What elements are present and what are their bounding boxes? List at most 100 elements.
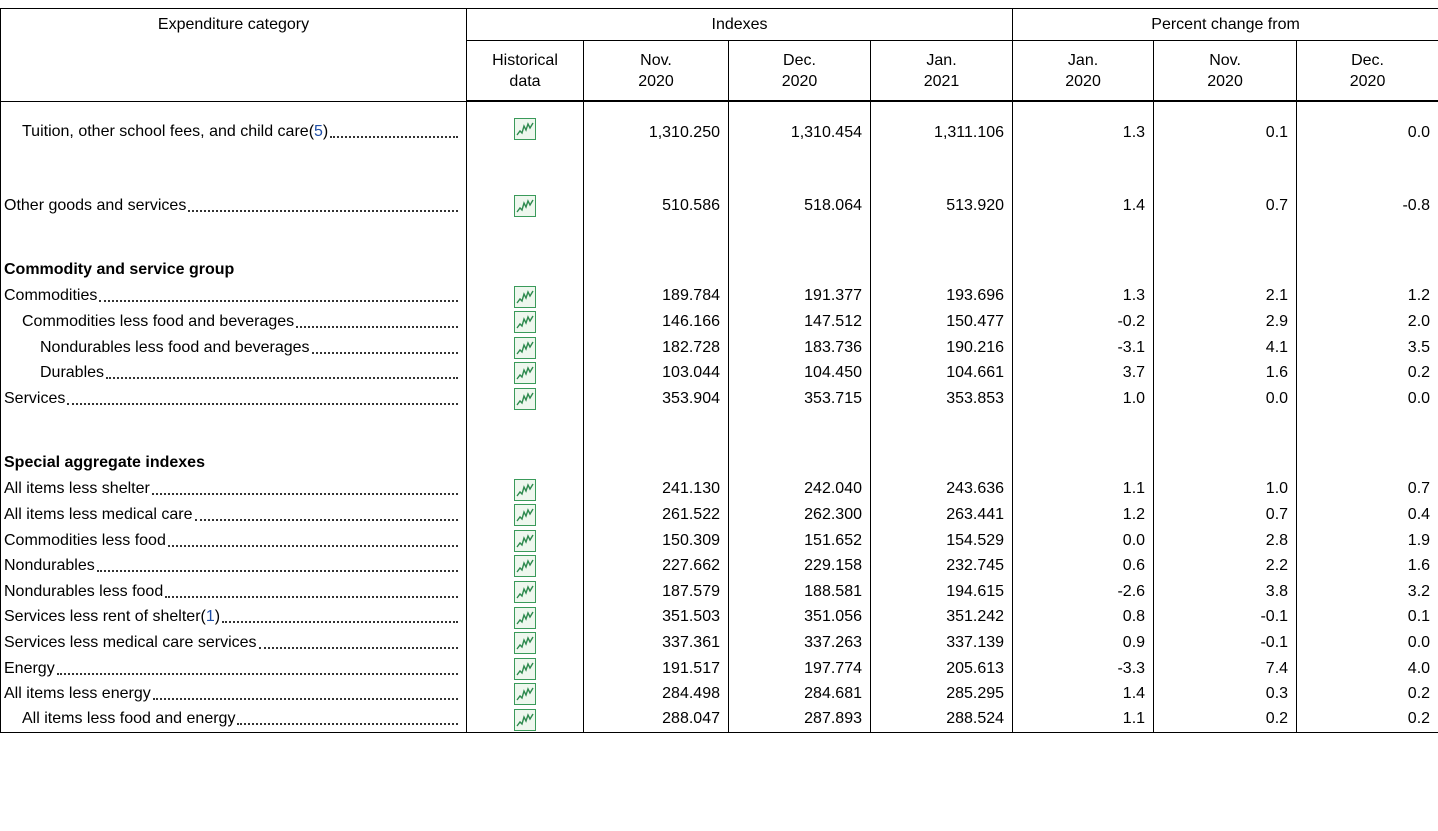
data-row: Energy 191.517 197.774 205.613 -3.3 7.4 4.0	[0, 655, 1438, 682]
value-cell: 0.0	[1296, 101, 1438, 163]
row-label-group: Services less medical care services	[4, 632, 257, 654]
icon-line	[516, 340, 534, 355]
value-cell: 1.6	[1296, 553, 1438, 579]
value-cell: 2.9	[1153, 309, 1298, 335]
cell: Nondurables less food and beverages	[0, 334, 467, 361]
label-wrap: All items less energy	[4, 683, 458, 705]
cell: Services less rent of shelter(1)	[0, 604, 467, 631]
chart-icon[interactable]	[514, 606, 536, 629]
value-cell: 0.7	[1153, 502, 1298, 528]
value-cell: 0.0	[1296, 630, 1438, 656]
cell: Commodity and service group	[0, 255, 467, 284]
value-cell: 146.166	[583, 309, 729, 335]
value-cell: -0.2	[1012, 309, 1155, 335]
cell	[1153, 411, 1298, 449]
column-header-text: Dec. 2020	[781, 51, 818, 90]
footnote-link[interactable]: 5	[314, 123, 323, 141]
cell	[466, 385, 584, 412]
dot-leader	[152, 698, 458, 701]
column-header-text: Jan. 2021	[923, 51, 960, 90]
cell: Tuition, other school fees, and child ca…	[0, 101, 467, 163]
icon-line	[516, 559, 534, 573]
value-cell: 0.1	[1296, 604, 1438, 631]
value-cell: 205.613	[869, 655, 1014, 682]
value-cell: 0.2	[1296, 360, 1438, 386]
cell	[1296, 448, 1438, 477]
cell	[0, 218, 467, 256]
chart-icon[interactable]	[514, 285, 536, 308]
value-cell: 353.715	[728, 385, 871, 412]
chart-icon[interactable]	[514, 529, 536, 552]
row-label-group: Commodities less food and beverages	[22, 311, 294, 333]
value-cell: 351.056	[728, 604, 871, 631]
value-cell: 1,311.106	[869, 101, 1014, 163]
cell: Energy	[0, 655, 467, 682]
chart-icon[interactable]	[514, 504, 536, 527]
value-cell: 284.498	[583, 681, 729, 707]
footnote-link[interactable]: 1	[205, 608, 215, 626]
value-cell: 2.8	[1153, 527, 1298, 554]
row-label-group: Energy	[4, 658, 55, 680]
data-row: Durables 103.044 104.450 104.661 3.7 1.6 0.2	[0, 360, 1438, 386]
chart-icon[interactable]	[514, 362, 536, 385]
chart-icon[interactable]	[514, 478, 536, 501]
icon-line	[516, 636, 534, 650]
value-cell: 0.0	[1153, 385, 1298, 412]
value-cell: 353.904	[583, 385, 729, 412]
value-cell: 287.893	[728, 706, 871, 733]
value-cell: 353.853	[869, 385, 1014, 412]
cell	[728, 448, 871, 477]
chart-icon[interactable]	[514, 632, 536, 655]
row-label-group: Tuition, other school fees, and child ca…	[22, 121, 328, 143]
cell	[583, 255, 729, 284]
category-header: Expenditure category	[0, 8, 467, 102]
cell: Commodities	[0, 283, 467, 310]
data-row: Nondurables less food 187.579 188.581 194.6…	[0, 578, 1438, 605]
icon-line	[516, 533, 534, 548]
chart-icon[interactable]	[514, 708, 536, 731]
row-label-group: Nondurables less food	[4, 581, 163, 603]
cell	[1296, 163, 1438, 193]
chart-icon[interactable]	[514, 555, 536, 578]
column-header: Nov. 2020	[1153, 40, 1298, 102]
cell	[466, 502, 584, 528]
chart-icon[interactable]	[514, 683, 536, 706]
chart-icon[interactable]	[514, 311, 536, 334]
label-wrap: Services	[4, 388, 458, 410]
value-cell: 2.1	[1153, 283, 1298, 310]
cell	[1012, 163, 1155, 193]
value-cell: 351.242	[869, 604, 1014, 631]
value-cell: 197.774	[728, 655, 871, 682]
value-cell: 7.4	[1153, 655, 1298, 682]
cell	[1153, 218, 1298, 256]
chart-icon[interactable]	[514, 580, 536, 603]
cell: Special aggregate indexes	[0, 448, 467, 477]
value-cell: 0.7	[1153, 193, 1298, 219]
chart-icon[interactable]	[514, 118, 536, 140]
data-row: Commodities 189.784 191.377 193.696 1.3 2.1 1.…	[0, 283, 1438, 310]
value-cell: 337.361	[583, 630, 729, 656]
value-cell: 1.3	[1012, 283, 1155, 310]
page: Expenditure category Indexes Percent cha…	[0, 8, 1438, 733]
column-header: Nov. 2020	[583, 40, 729, 102]
chart-icon[interactable]	[514, 657, 536, 680]
dot-leader	[258, 646, 458, 649]
chart-icon[interactable]	[514, 387, 536, 410]
cell: All items less shelter	[0, 476, 467, 503]
value-cell: 104.450	[728, 360, 871, 386]
cell: Nondurables	[0, 553, 467, 579]
data-row: Services less rent of shelter(1) 351.503 3…	[0, 604, 1438, 631]
cell: Commodities less food and beverages	[0, 309, 467, 335]
value-cell: 242.040	[728, 476, 871, 503]
cell	[728, 218, 871, 256]
value-cell: 261.522	[583, 502, 729, 528]
cell	[466, 411, 584, 449]
column-header-text: Historical data	[492, 51, 558, 90]
cell	[466, 283, 584, 310]
chart-icon[interactable]	[514, 195, 536, 217]
chart-icon[interactable]	[514, 336, 536, 359]
cell	[1296, 218, 1438, 256]
value-cell: 1.0	[1153, 476, 1298, 503]
data-row: All items less shelter 241.130 242.040 243.…	[0, 476, 1438, 503]
cell	[466, 578, 584, 605]
